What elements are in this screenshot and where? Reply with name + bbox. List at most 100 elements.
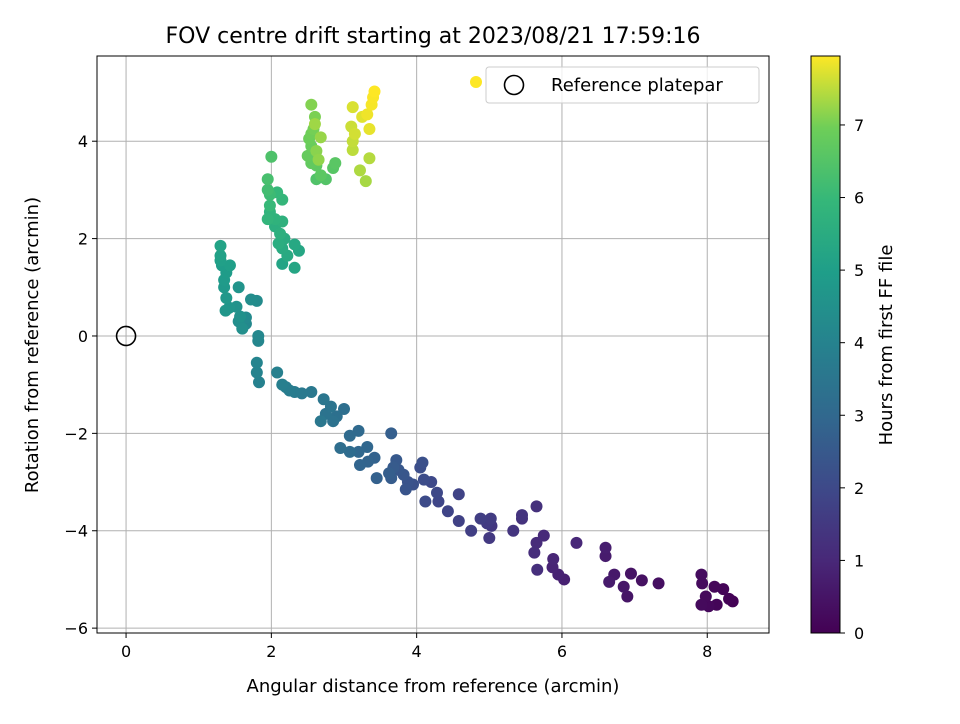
drift-point (234, 310, 247, 323)
drift-point (417, 473, 430, 486)
drift-point (274, 227, 287, 240)
drift-point (346, 101, 359, 114)
drift-point (352, 445, 365, 458)
drift-point (314, 415, 327, 428)
drift-point (621, 590, 634, 603)
drift-point (308, 118, 321, 131)
drift-point (253, 376, 266, 389)
drift-point (708, 580, 721, 593)
legend-box (485, 66, 760, 104)
drift-point (399, 483, 412, 496)
y-axis-ticks: −6 −4 −2 0 2 4 (64, 132, 97, 638)
reference-platepar-marker (115, 325, 137, 347)
y-tick-label: 0 (78, 327, 88, 346)
drift-point (723, 592, 736, 605)
drift-point (214, 239, 227, 252)
colorbar: 0 1 2 3 4 5 6 7 Hours from first FF file (810, 55, 897, 643)
drift-point (348, 127, 361, 140)
drift-point (484, 512, 497, 525)
drift-point (383, 467, 396, 480)
drift-point (223, 259, 236, 272)
drift-point (599, 541, 612, 554)
drift-point (314, 169, 327, 182)
drift-point (416, 456, 429, 469)
plot-frame (96, 55, 770, 634)
drift-point (317, 393, 330, 406)
x-tick-label: 6 (557, 642, 567, 661)
drift-point (537, 529, 550, 542)
drift-point (261, 173, 274, 186)
y-tick-label: −2 (64, 424, 88, 443)
drift-point (288, 238, 301, 251)
x-tick-label: 2 (266, 642, 276, 661)
drift-point (530, 536, 543, 549)
drift-point (483, 532, 496, 545)
x-tick-label: 0 (121, 642, 131, 661)
drift-point (343, 429, 356, 442)
drift-point (695, 568, 708, 581)
colorbar-label: Hours from first FF file (876, 245, 897, 446)
drift-point (617, 580, 630, 593)
drift-point (261, 183, 274, 196)
drift-point (441, 505, 454, 518)
colorbar-tick-label: 0 (854, 624, 864, 643)
drift-point (329, 157, 342, 170)
drift-point (624, 567, 637, 580)
drift-point (245, 293, 258, 306)
drift-point (530, 500, 543, 513)
x-axis-ticks: 0 2 4 6 8 (121, 633, 712, 661)
data-points (115, 85, 739, 613)
y-tick-label: −4 (64, 522, 88, 541)
colorbar-tick-label: 5 (854, 261, 864, 280)
legend: Reference platepar (470, 66, 760, 104)
colorbar-tick-label: 2 (854, 479, 864, 498)
drift-point (305, 385, 318, 398)
legend-reference-label: Reference platepar (551, 75, 723, 96)
drift-point (430, 486, 443, 499)
drift-point (385, 427, 398, 440)
drift-point (474, 512, 487, 525)
drift-point (250, 366, 263, 379)
drift-point (452, 488, 465, 501)
drift-point (324, 400, 337, 413)
drift-point (570, 536, 583, 549)
colorbar-ticks: 0 1 2 3 4 5 6 7 (840, 116, 864, 643)
drift-point (363, 123, 376, 136)
colorbar-tick-label: 7 (854, 116, 864, 135)
drift-point (507, 524, 520, 537)
drift-point (361, 440, 374, 453)
drift-point (271, 366, 284, 379)
drift-point (250, 356, 263, 369)
drift-point (346, 143, 359, 156)
drift-point (419, 495, 432, 508)
drift-point (370, 472, 383, 485)
x-tick-label: 4 (412, 642, 422, 661)
drift-point (528, 546, 541, 559)
drift-point (363, 152, 376, 165)
drift-point (353, 164, 366, 177)
drift-point (272, 237, 285, 250)
drift-point (305, 98, 318, 111)
drift-point (214, 249, 227, 262)
drift-point (696, 577, 709, 590)
drift-point (252, 329, 265, 342)
colorbar-tick-label: 1 (854, 551, 864, 570)
drift-point (343, 445, 356, 458)
drift-point (599, 550, 612, 563)
drift-point (515, 509, 528, 522)
overflow-point (470, 76, 482, 88)
drift-point (635, 574, 648, 587)
y-axis-label: Rotation from reference (arcmin) (22, 197, 43, 493)
grid-lines (97, 56, 769, 633)
drift-point (353, 459, 366, 472)
drift-point (232, 281, 245, 294)
chart-title: FOV centre drift starting at 2023/08/21 … (166, 24, 701, 49)
y-tick-label: 2 (78, 230, 88, 249)
drift-point (547, 552, 560, 565)
x-axis-label: Angular distance from reference (arcmin) (247, 676, 620, 697)
drift-point (531, 563, 544, 576)
drift-point (695, 598, 708, 611)
drift-point (220, 291, 233, 304)
drift-point (219, 304, 232, 317)
